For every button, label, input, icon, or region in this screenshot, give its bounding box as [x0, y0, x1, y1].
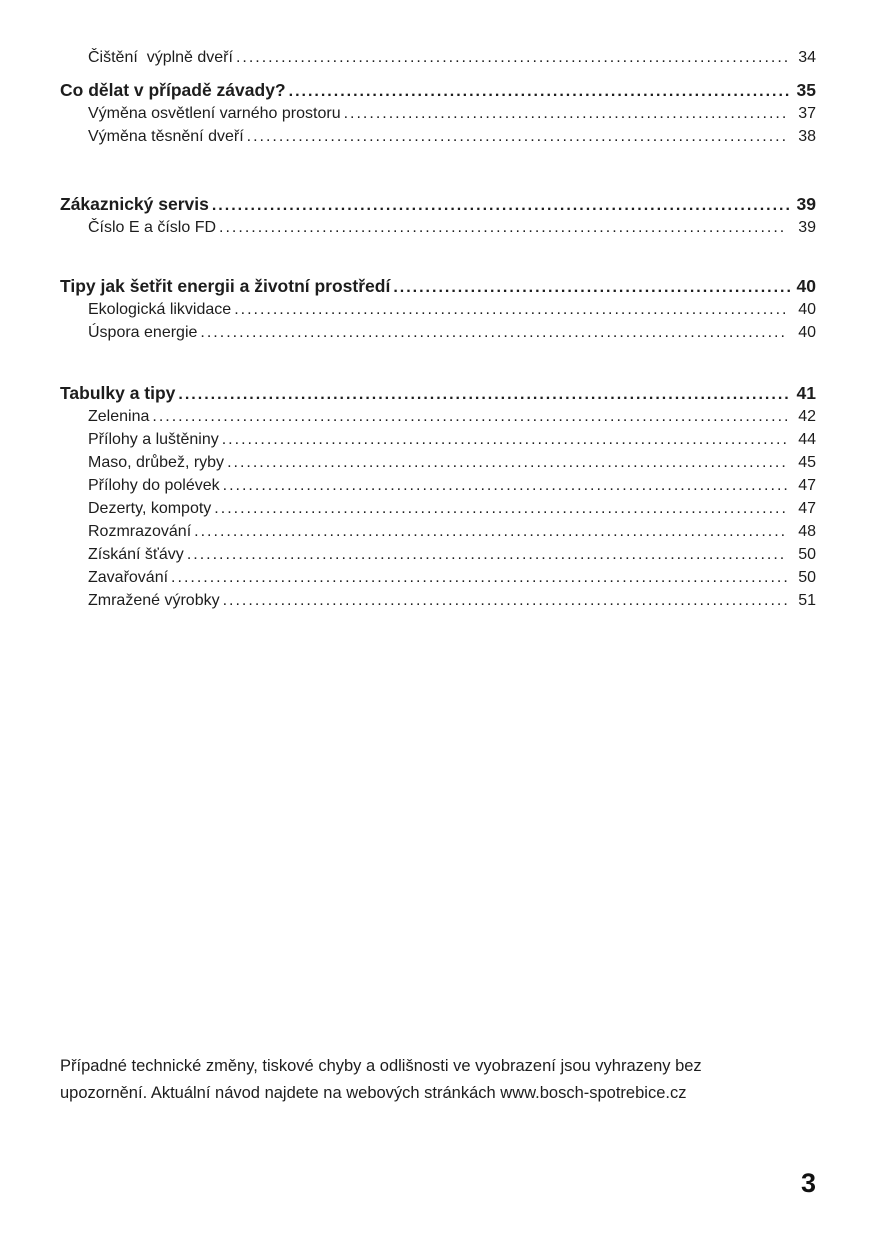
- toc-entry: Tipy jak šetřit energii a životní prostř…: [60, 275, 816, 298]
- toc-entry-page: 40: [798, 301, 816, 318]
- toc-entry-label: Tabulky a tipy: [60, 383, 176, 403]
- toc-entry-label: Přílohy a luštěniny: [88, 431, 219, 448]
- toc-entry: Rozmrazování 48: [60, 520, 816, 543]
- toc-entry-label: Číslo E a číslo FD: [88, 219, 217, 236]
- dot-leader: [244, 125, 787, 148]
- toc-entry-label: Ekologická likvidace: [88, 301, 232, 318]
- toc-entry: Získání šťávy 50: [60, 543, 816, 566]
- dot-leader: [231, 298, 787, 321]
- toc-entry: Co dělat v případě závady? 35: [60, 79, 816, 102]
- toc-entry-page: 42: [798, 408, 816, 425]
- toc-entry: Přílohy do polévek 47: [60, 474, 816, 497]
- dot-leader: [168, 566, 787, 589]
- toc-entry: Číslo E a číslo FD 39: [60, 216, 816, 239]
- toc-entry-page: 35: [796, 80, 816, 100]
- toc-entry: Zavařování 50: [60, 566, 816, 589]
- dot-leader: [209, 194, 791, 217]
- toc-entry-label: Čištění výplně dveří: [88, 49, 233, 66]
- dot-leader: [184, 543, 787, 566]
- toc-entry: Ekologická likvidace 40: [60, 298, 816, 321]
- toc-entry-page: 45: [798, 454, 816, 471]
- toc-entry-label: Zmražené výrobky: [88, 592, 220, 609]
- footer-note-line1: Případné technické změny, tiskové chyby …: [60, 1056, 702, 1075]
- toc-entry-label: Dezerty, kompoty: [88, 500, 212, 517]
- toc-entry-page: 50: [798, 569, 816, 586]
- toc-entry: Maso, drůbež, ryby 45: [60, 451, 816, 474]
- toc-entry-label: Rozmrazování: [88, 523, 192, 540]
- toc-entry-page: 48: [798, 523, 816, 540]
- toc-entry-page: 37: [798, 105, 816, 122]
- toc-entry: Čištění výplně dveří 34: [60, 46, 816, 69]
- toc-entry-label: Tipy jak šetřit energii a životní prostř…: [60, 276, 391, 296]
- toc-entry-label: Co dělat v případě závady?: [60, 80, 286, 100]
- toc-entry-page: 44: [798, 431, 816, 448]
- toc-entry: Úspora energie 40: [60, 321, 816, 344]
- toc-entry-page: 47: [798, 477, 816, 494]
- dot-leader: [211, 497, 787, 520]
- toc-entry-page: 39: [798, 219, 816, 236]
- toc-entry-page: 34: [798, 49, 816, 66]
- toc-entry-label: Výměna osvětlení varného prostoru: [88, 105, 341, 122]
- page-number: 3: [800, 1168, 816, 1198]
- toc-entry: Zákaznický servis 39: [60, 193, 816, 216]
- toc-entry: Přílohy a luštěniny 44: [60, 428, 816, 451]
- toc-entry-label: Zelenina: [88, 408, 150, 425]
- toc-entry: Tabulky a tipy 41: [60, 382, 816, 405]
- toc-entry-page: 38: [798, 128, 816, 145]
- toc-entry-page: 47: [798, 500, 816, 517]
- toc-entry-label: Výměna těsnění dveří: [88, 128, 244, 145]
- toc-entry-label: Maso, drůbež, ryby: [88, 454, 225, 471]
- toc-entry: Výměna těsnění dveří 38: [60, 125, 816, 148]
- toc-entry-page: 51: [798, 592, 816, 609]
- toc-entry-page: 40: [798, 324, 816, 341]
- toc-entry-page: 50: [798, 546, 816, 563]
- dot-leader: [219, 428, 787, 451]
- dot-leader: [341, 102, 787, 125]
- toc-entry: Zelenina 42: [60, 405, 816, 428]
- dot-leader: [191, 520, 787, 543]
- dot-leader: [224, 451, 787, 474]
- dot-leader: [197, 321, 787, 344]
- dot-leader: [149, 405, 787, 428]
- toc-entry-label: Zákaznický servis: [60, 194, 209, 214]
- dot-leader: [220, 474, 787, 497]
- toc-entry: Zmražené výrobky 51: [60, 589, 816, 612]
- toc-entry-label: Získání šťávy: [88, 546, 184, 563]
- table-of-contents: Čištění výplně dveří 34 Co dělat v přípa…: [60, 46, 816, 612]
- toc-entry-label: Přílohy do polévek: [88, 477, 220, 494]
- toc-entry: Dezerty, kompoty 47: [60, 497, 816, 520]
- footer-note-line2: upozornění. Aktuální návod najdete na we…: [60, 1083, 687, 1102]
- dot-leader: [175, 383, 791, 406]
- toc-entry-page: 39: [796, 194, 816, 214]
- dot-leader: [286, 80, 791, 103]
- toc-entry-page: 40: [796, 276, 816, 296]
- toc-entry-label: Zavařování: [88, 569, 169, 586]
- dot-leader: [390, 276, 791, 299]
- dot-leader: [220, 589, 787, 612]
- toc-entry: Výměna osvětlení varného prostoru 37: [60, 102, 816, 125]
- footer-note: Případné technické změny, tiskové chyby …: [60, 1053, 820, 1107]
- toc-entry-label: Úspora energie: [88, 324, 198, 341]
- dot-leader: [216, 216, 787, 239]
- toc-entry-page: 41: [796, 383, 816, 403]
- dot-leader: [233, 46, 787, 69]
